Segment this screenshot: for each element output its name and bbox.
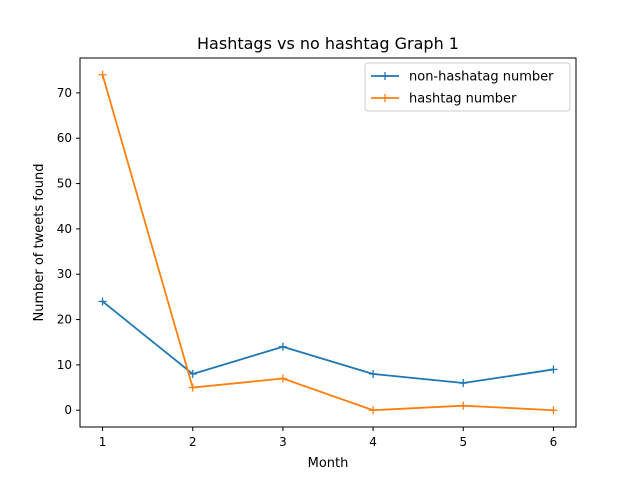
- y-tick-label: 50: [57, 177, 72, 191]
- y-tick-label: 20: [57, 313, 72, 327]
- data-point: [369, 406, 378, 415]
- legend-marker: [381, 72, 389, 80]
- x-tick-label: 3: [279, 435, 287, 449]
- legend-marker: [381, 94, 389, 102]
- data-point: [98, 297, 107, 306]
- data-point: [459, 379, 468, 388]
- y-axis-label: Number of tweets found: [32, 163, 47, 321]
- data-point: [188, 369, 197, 378]
- legend-label: hashtag number: [409, 92, 517, 107]
- data-point: [549, 365, 558, 374]
- y-tick-label: 30: [57, 267, 72, 281]
- series-line-2: [101, 74, 554, 412]
- x-tick-label: 6: [550, 435, 558, 449]
- x-tick-label: 1: [99, 435, 107, 449]
- y-tick-label: 70: [57, 86, 72, 100]
- x-axis-label: Month: [308, 456, 349, 471]
- y-tick-label: 40: [57, 222, 72, 236]
- data-point: [278, 342, 287, 351]
- data-point: [98, 70, 107, 79]
- data-point: [459, 401, 468, 410]
- series-group: [98, 70, 558, 415]
- data-point: [369, 369, 378, 378]
- legend-label: non-hashatag number: [409, 70, 554, 85]
- y-tick-label: 60: [57, 131, 72, 145]
- plot-frame: [79, 57, 577, 428]
- y-tick-label: 0: [64, 403, 72, 417]
- legend-box: [364, 62, 571, 112]
- y-tick-label: 10: [57, 358, 72, 372]
- data-point: [188, 383, 197, 392]
- x-tick-label: 4: [369, 435, 377, 449]
- chart-title: Hashtags vs no hashtag Graph 1: [197, 34, 459, 53]
- x-tick-label: 2: [189, 435, 197, 449]
- legend: non-hashatag number hashtag number: [364, 62, 571, 112]
- x-tick-label: 5: [459, 435, 467, 449]
- data-point: [278, 374, 287, 383]
- series-line-1: [101, 300, 554, 384]
- data-point: [549, 406, 558, 415]
